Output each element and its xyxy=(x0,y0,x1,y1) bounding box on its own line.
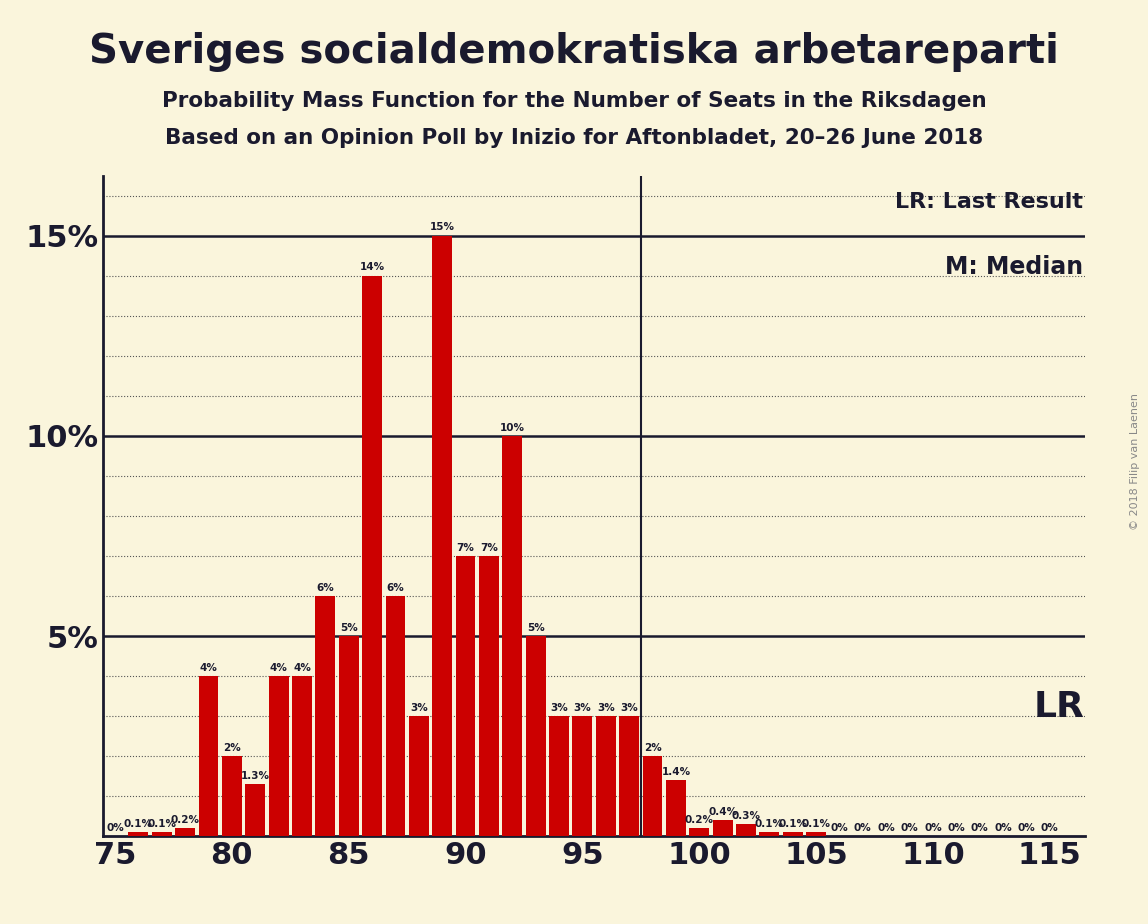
Text: 7%: 7% xyxy=(480,542,498,553)
Bar xyxy=(596,716,615,836)
Text: 0%: 0% xyxy=(1017,823,1035,833)
Bar xyxy=(246,784,265,836)
Text: 6%: 6% xyxy=(387,583,404,593)
Bar xyxy=(713,821,732,836)
Text: 0.1%: 0.1% xyxy=(147,819,177,829)
Text: 3%: 3% xyxy=(620,703,638,713)
Text: 14%: 14% xyxy=(359,262,385,273)
Bar xyxy=(269,676,288,836)
Bar xyxy=(573,716,592,836)
Text: 0%: 0% xyxy=(971,823,988,833)
Bar xyxy=(736,824,755,836)
Bar xyxy=(666,780,685,836)
Text: Sveriges socialdemokratiska arbetareparti: Sveriges socialdemokratiska arbetarepart… xyxy=(90,32,1058,72)
Bar xyxy=(549,716,569,836)
Text: 7%: 7% xyxy=(457,542,474,553)
Text: Probability Mass Function for the Number of Seats in the Riksdagen: Probability Mass Function for the Number… xyxy=(162,91,986,111)
Bar xyxy=(386,596,405,836)
Text: 0%: 0% xyxy=(877,823,895,833)
Text: 0%: 0% xyxy=(831,823,848,833)
Text: 0.3%: 0.3% xyxy=(731,811,760,821)
Text: 4%: 4% xyxy=(200,663,217,673)
Text: LR: LR xyxy=(1034,690,1085,724)
Bar xyxy=(152,833,172,836)
Bar xyxy=(526,636,545,836)
Text: 0%: 0% xyxy=(1041,823,1058,833)
Text: 4%: 4% xyxy=(270,663,287,673)
Bar xyxy=(292,676,312,836)
Bar xyxy=(783,833,802,836)
Bar xyxy=(409,716,428,836)
Text: 0%: 0% xyxy=(106,823,124,833)
Text: 0%: 0% xyxy=(994,823,1011,833)
Bar xyxy=(479,556,499,836)
Bar xyxy=(129,833,148,836)
Text: 0.1%: 0.1% xyxy=(124,819,153,829)
Bar xyxy=(456,556,475,836)
Bar xyxy=(806,833,827,836)
Bar xyxy=(643,756,662,836)
Text: 5%: 5% xyxy=(527,623,544,633)
Text: 4%: 4% xyxy=(293,663,311,673)
Text: 0.1%: 0.1% xyxy=(801,819,831,829)
Text: 0%: 0% xyxy=(924,823,941,833)
Bar xyxy=(619,716,639,836)
Text: 2%: 2% xyxy=(223,743,241,753)
Text: © 2018 Filip van Laenen: © 2018 Filip van Laenen xyxy=(1130,394,1140,530)
Text: 5%: 5% xyxy=(340,623,357,633)
Bar xyxy=(362,275,382,836)
Text: 3%: 3% xyxy=(410,703,428,713)
Text: 6%: 6% xyxy=(317,583,334,593)
Text: 0.4%: 0.4% xyxy=(708,807,737,817)
Text: M: Median: M: Median xyxy=(945,255,1083,279)
Bar xyxy=(222,756,242,836)
Text: 1.3%: 1.3% xyxy=(241,771,270,781)
Text: 3%: 3% xyxy=(574,703,591,713)
Text: M: M xyxy=(432,376,453,395)
Text: 0%: 0% xyxy=(947,823,965,833)
Text: Based on an Opinion Poll by Inizio for Aftonbladet, 20–26 June 2018: Based on an Opinion Poll by Inizio for A… xyxy=(165,128,983,148)
Bar xyxy=(176,828,195,836)
Bar xyxy=(503,436,522,836)
Text: 15%: 15% xyxy=(429,223,455,233)
Text: 0.2%: 0.2% xyxy=(171,815,200,825)
Bar xyxy=(760,833,779,836)
Text: 1.4%: 1.4% xyxy=(661,767,690,777)
Text: 10%: 10% xyxy=(499,422,525,432)
Text: LR: Last Result: LR: Last Result xyxy=(895,192,1083,213)
Text: 0%: 0% xyxy=(854,823,871,833)
Text: 0.2%: 0.2% xyxy=(684,815,714,825)
Text: 0.1%: 0.1% xyxy=(778,819,807,829)
Text: 3%: 3% xyxy=(597,703,614,713)
Text: 2%: 2% xyxy=(644,743,661,753)
Bar xyxy=(433,236,452,836)
Bar xyxy=(316,596,335,836)
Text: 0.1%: 0.1% xyxy=(755,819,784,829)
Text: 3%: 3% xyxy=(550,703,568,713)
Text: 0%: 0% xyxy=(901,823,918,833)
Bar xyxy=(689,828,709,836)
Bar xyxy=(199,676,218,836)
Bar xyxy=(339,636,358,836)
